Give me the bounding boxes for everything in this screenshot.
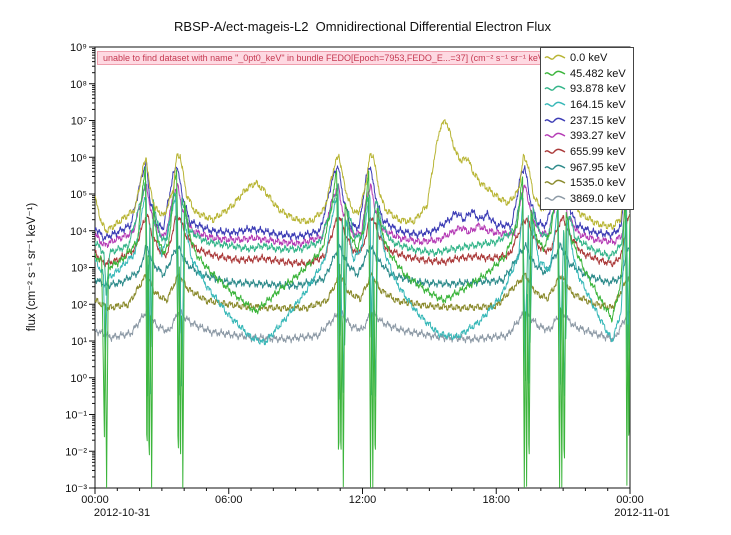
x-tick-label: 00:00 xyxy=(616,494,644,506)
legend-label: 164.15 keV xyxy=(570,98,626,111)
legend-item[interactable]: 967.95 keV xyxy=(541,160,633,176)
y-tick-label: 10⁹ xyxy=(70,42,87,54)
legend-item[interactable]: 655.99 keV xyxy=(541,144,633,160)
y-tick-label: 10¹ xyxy=(71,336,87,348)
y-tick-label: 10⁷ xyxy=(71,116,87,128)
legend-swatch-icon xyxy=(544,101,566,107)
legend-label: 0.0 keV xyxy=(570,51,608,64)
x-date-label: 2012-11-01 xyxy=(614,507,669,519)
y-tick-label: 10⁴ xyxy=(70,226,87,238)
legend-label: 655.99 keV xyxy=(570,145,626,158)
y-tick-label: 10⁻² xyxy=(65,446,87,458)
y-tick-label: 10⁵ xyxy=(70,189,87,201)
series-line[interactable] xyxy=(95,166,630,488)
legend-label: 45.482 keV xyxy=(570,67,626,80)
y-tick-label: 10³ xyxy=(71,263,87,275)
legend-swatch-icon xyxy=(544,195,566,201)
y-tick-label: 10⁻³ xyxy=(65,483,87,495)
y-tick-label: 10⁶ xyxy=(70,152,87,164)
y-tick-label: 10⁻¹ xyxy=(65,410,87,422)
x-tick-label: 18:00 xyxy=(482,494,510,506)
legend-item[interactable]: 3869.0 keV xyxy=(541,191,633,207)
legend-swatch-icon xyxy=(544,117,566,123)
legend-swatch-icon xyxy=(544,85,566,92)
legend-label: 967.95 keV xyxy=(570,161,626,174)
legend-swatch-icon xyxy=(544,148,566,154)
legend-label: 237.15 keV xyxy=(570,114,626,127)
error-banner-text: unable to find dataset with name "_0pt0_… xyxy=(103,53,553,63)
legend-item[interactable]: 93.878 keV xyxy=(541,81,633,97)
x-tick-label: 00:00 xyxy=(81,494,109,506)
legend-item[interactable]: 393.27 keV xyxy=(541,128,633,144)
legend-label: 1535.0 keV xyxy=(570,177,626,190)
y-tick-label: 10² xyxy=(71,299,87,311)
series-line[interactable] xyxy=(95,308,630,344)
series-lines xyxy=(95,119,630,488)
error-banner[interactable]: unable to find dataset with name "_0pt0_… xyxy=(97,51,553,65)
legend-swatch-icon xyxy=(544,54,566,60)
legend-swatch-icon xyxy=(544,132,566,139)
series-line[interactable] xyxy=(95,272,630,312)
legend-label: 3869.0 keV xyxy=(570,193,626,206)
plot-title: RBSP-A/ect-mageis-L2 Omnidirectional Dif… xyxy=(174,19,551,34)
legend-swatch-icon xyxy=(544,164,566,170)
legend-swatch-icon xyxy=(544,70,566,76)
legend-item[interactable]: 164.15 keV xyxy=(541,97,633,113)
legend-item[interactable]: 0.0 keV xyxy=(541,50,633,66)
x-tick-label: 06:00 xyxy=(215,494,243,506)
legend-item[interactable]: 237.15 keV xyxy=(541,113,633,129)
legend-item[interactable]: 1535.0 keV xyxy=(541,176,633,192)
legend-label: 93.878 keV xyxy=(570,83,626,96)
legend-swatch-icon xyxy=(544,180,566,186)
legend-label: 393.27 keV xyxy=(570,130,626,143)
y-tick-label: 10⁰ xyxy=(70,373,87,385)
x-date-label: 2012-10-31 xyxy=(94,507,150,519)
x-tick-label: 12:00 xyxy=(349,494,377,506)
y-axis[interactable]: 10⁻³ 10⁻² 10⁻¹ 10⁰ 10¹ 10² 10³ 10⁴ 10⁵ 10⁶ 10⁷ 10⁸ 1… xyxy=(65,42,95,495)
legend-item[interactable]: 45.482 keV xyxy=(541,66,633,82)
legend: 0.0 keV 45.482 keV 93.878 keV 164.15 keV 237… xyxy=(540,47,634,210)
y-tick-label: 10⁸ xyxy=(70,79,87,91)
